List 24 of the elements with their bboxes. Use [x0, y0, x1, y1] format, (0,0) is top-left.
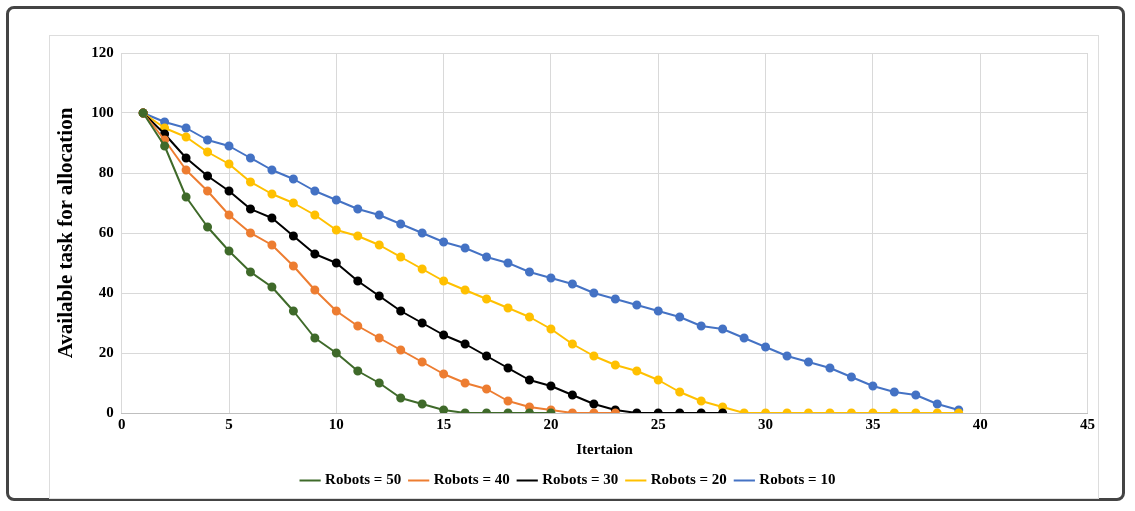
y-tick-label: 0 [106, 403, 114, 420]
y-axis-title: Available task for allocation [53, 107, 78, 359]
y-tick-label: 20 [98, 343, 114, 360]
x-tick-label: 5 [225, 415, 233, 432]
legend-label: Robots = 30 [542, 471, 619, 488]
y-tick-label: 60 [98, 223, 114, 240]
legend-label: Robots = 40 [433, 471, 510, 488]
y-tick-label: 80 [98, 163, 114, 180]
x-tick-label: 45 [1080, 415, 1095, 432]
x-axis-title: Itertaion [576, 440, 634, 457]
legend-label: Robots = 50 [325, 471, 402, 488]
x-tick-label: 20 [543, 415, 559, 432]
y-tick-label: 40 [98, 283, 114, 300]
x-tick-label: 25 [650, 415, 666, 432]
x-tick-label: 30 [758, 415, 774, 432]
x-tick-label: 15 [436, 415, 452, 432]
x-tick-label: 0 [117, 415, 126, 432]
x-tick-label: 35 [865, 415, 881, 432]
x-tick-label: 40 [972, 415, 988, 432]
y-tick-label: 120 [91, 43, 114, 60]
legend-label: Robots = 10 [759, 471, 836, 488]
x-tick-label: 10 [328, 415, 344, 432]
y-tick-label: 100 [91, 103, 114, 120]
legend-label: Robots = 20 [650, 471, 727, 488]
